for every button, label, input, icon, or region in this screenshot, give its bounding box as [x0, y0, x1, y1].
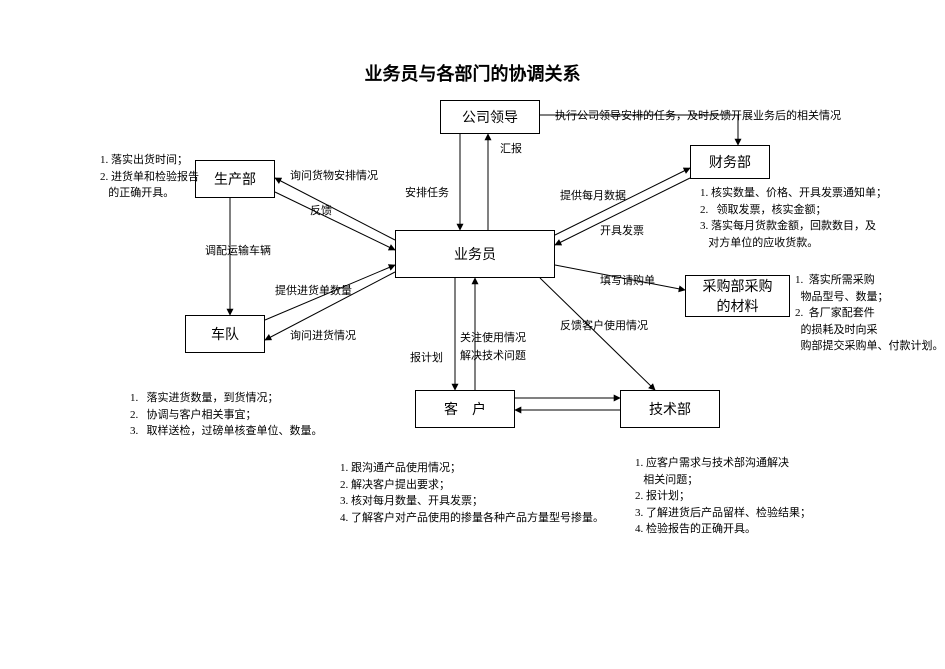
diagram-canvas: 业务员与各部门的协调关系 公司领导财务部 生产部业务员采购部采购 的材料车队客 户… [0, 0, 945, 669]
edge-e3 [275, 178, 395, 240]
node-tech: 技术部 [620, 390, 720, 428]
edge-label-e16: 执行公司领导安排的任务，及时反馈开展业务后的相关情况 [555, 108, 841, 125]
node-finance: 财务部 [690, 145, 770, 179]
node-purchase: 采购部采购 的材料 [685, 275, 790, 317]
edge-label-e2: 安排任务 [405, 185, 449, 202]
edge-label-e5: 调配运输车辆 [205, 243, 271, 260]
node-fleet: 车队 [185, 315, 265, 353]
mid-label-report_plan: 报计划 [410, 350, 443, 367]
mid-label-attend_use: 关注使用情况 [460, 330, 526, 347]
edge-label-e3: 询问货物安排情况 [290, 168, 378, 185]
note-purchase_note: 1. 落实所需采购 物品型号、数量； 2. 各厂家配套件 的损耗及时向采 购部提… [795, 272, 944, 355]
note-fleet_note: 1. 落实进货数量，到货情况； 2. 协调与客户相关事宜； 3. 取样送检，过磅… [130, 390, 323, 440]
node-customer: 客 户 [415, 390, 515, 428]
edge-label-e7: 询问进货情况 [290, 328, 356, 345]
edge-label-e1: 汇报 [500, 141, 522, 158]
mid-label-solve_tech: 解决技术问题 [460, 348, 526, 365]
note-production_note: 1. 落实出货时间； 2. 进货单和检验报告 的正确开具。 [100, 152, 199, 202]
edge-label-e9: 开具发票 [600, 223, 644, 240]
edge-label-e10: 填写请购单 [600, 273, 655, 290]
diagram-title: 业务员与各部门的协调关系 [0, 60, 945, 86]
edge-label-e8: 提供每月数据 [560, 188, 626, 205]
node-leader: 公司领导 [440, 100, 540, 134]
note-finance_note: 1. 核实数量、价格、开具发票通知单； 2. 领取发票，核实金额； 3. 落实每… [700, 185, 887, 251]
edge-label-e13: 反馈客户使用情况 [560, 318, 648, 335]
edge-label-e6: 提供进货单数量 [275, 283, 352, 300]
edge-label-e4: 反馈 [310, 203, 332, 220]
note-tech_note: 1. 应客户需求与技术部沟通解决 相关问题； 2. 报计划； 3. 了解进货后产… [635, 455, 811, 538]
node-production: 生产部 [195, 160, 275, 198]
edge-e4 [275, 192, 395, 250]
node-sales: 业务员 [395, 230, 555, 278]
note-customer_note: 1. 跟沟通产品使用情况； 2. 解决客户提出要求； 3. 核对每月数量、开具发… [340, 460, 604, 526]
